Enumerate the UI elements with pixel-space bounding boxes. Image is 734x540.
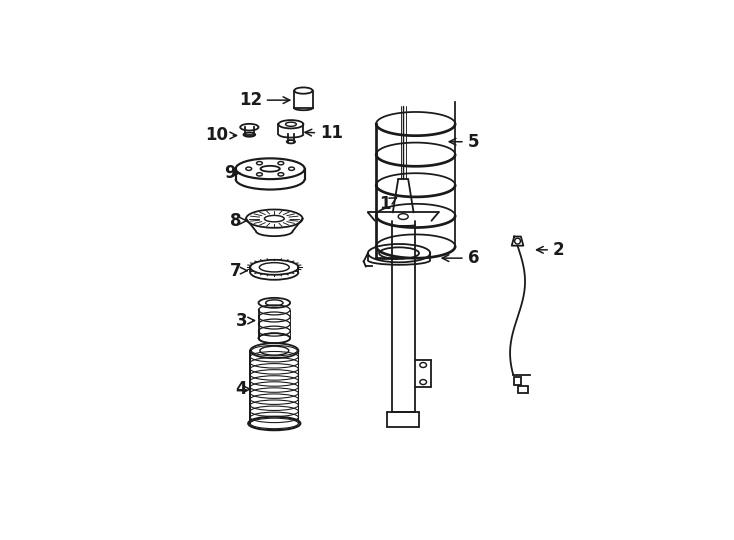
Text: 2: 2 <box>537 241 564 259</box>
Text: 8: 8 <box>230 212 247 230</box>
Text: 12: 12 <box>239 91 290 109</box>
Text: 10: 10 <box>205 126 236 145</box>
Text: 5: 5 <box>449 133 479 151</box>
Text: 9: 9 <box>224 164 239 182</box>
Text: 7: 7 <box>230 261 247 280</box>
Text: 1: 1 <box>379 195 396 213</box>
Text: 11: 11 <box>305 124 343 143</box>
Text: 3: 3 <box>236 312 255 329</box>
Text: 6: 6 <box>442 249 479 267</box>
Text: 4: 4 <box>236 380 250 398</box>
